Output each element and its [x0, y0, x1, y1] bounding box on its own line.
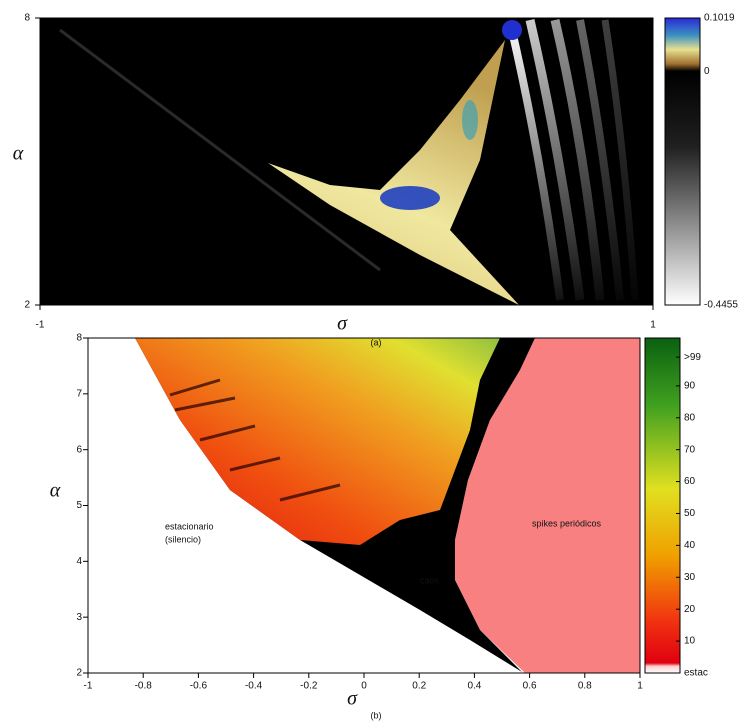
colorbar-b — [644, 337, 681, 674]
heatmap-b — [88, 338, 640, 673]
x-tick-label: 0.4 — [467, 681, 481, 692]
annotation: caos — [420, 575, 440, 585]
colorbar-tick-label: estac — [684, 668, 708, 679]
colorbar-a — [664, 17, 701, 306]
x-tick-label: -0.8 — [135, 681, 153, 692]
colorbar-tick-label: 80 — [684, 412, 696, 423]
x-tick-label: 1 — [650, 320, 656, 331]
x-tick-label: -0.2 — [300, 681, 318, 692]
caption: (a) — [371, 337, 382, 347]
colorbar-tick-label: 50 — [684, 508, 696, 519]
colorbar-tick-label: >99 — [684, 352, 701, 363]
y-tick-label: 5 — [76, 500, 82, 511]
x-tick-label: -0.4 — [245, 681, 263, 692]
x-tick-label: 0.8 — [578, 681, 592, 692]
y-tick-label: 6 — [76, 444, 82, 455]
x-tick-label: 0.6 — [523, 681, 537, 692]
colorbar-tick-label: -0.4455 — [704, 300, 738, 311]
y-tick-label: 4 — [76, 556, 82, 567]
colorbar-tick-label: 90 — [684, 380, 696, 391]
plot-frame — [39, 17, 654, 306]
x-tick-label: 0 — [361, 681, 367, 692]
x-axis-label: σ — [347, 688, 358, 710]
colorbar-tick-label: 70 — [684, 444, 696, 455]
annotation: estacionario — [165, 521, 214, 531]
colorbar-tick-label: 0.1019 — [704, 13, 735, 24]
annotation: (silencio) — [165, 534, 201, 544]
x-tick-label: 0.2 — [412, 681, 426, 692]
heatmap-a — [40, 18, 653, 305]
y-tick-label: 7 — [76, 388, 82, 399]
y-tick-label: 2 — [76, 668, 82, 679]
x-axis-label: σ — [337, 313, 348, 335]
y-tick-label: 8 — [24, 13, 30, 24]
colorbar-tick-label: 60 — [684, 476, 696, 487]
annotation: spikes periódicos — [532, 518, 602, 528]
y-tick-label: 3 — [76, 612, 82, 623]
y-axis-label: α — [50, 480, 61, 502]
colorbar-tick-label: 0 — [704, 66, 710, 77]
y-tick-label: 8 — [76, 333, 82, 344]
colorbar-tick-label: 20 — [684, 604, 696, 615]
x-tick-label: -1 — [84, 681, 93, 692]
x-tick-label: -0.6 — [190, 681, 208, 692]
y-axis-label: α — [13, 143, 24, 165]
x-tick-label: -1 — [36, 320, 45, 331]
caption: (b) — [371, 710, 382, 720]
colorbar-tick-label: 30 — [684, 572, 696, 583]
colorbar-tick-label: 40 — [684, 540, 696, 551]
x-tick-label: 1 — [637, 681, 643, 692]
y-tick-label: 2 — [24, 300, 30, 311]
colorbar-tick-label: 10 — [684, 636, 696, 647]
